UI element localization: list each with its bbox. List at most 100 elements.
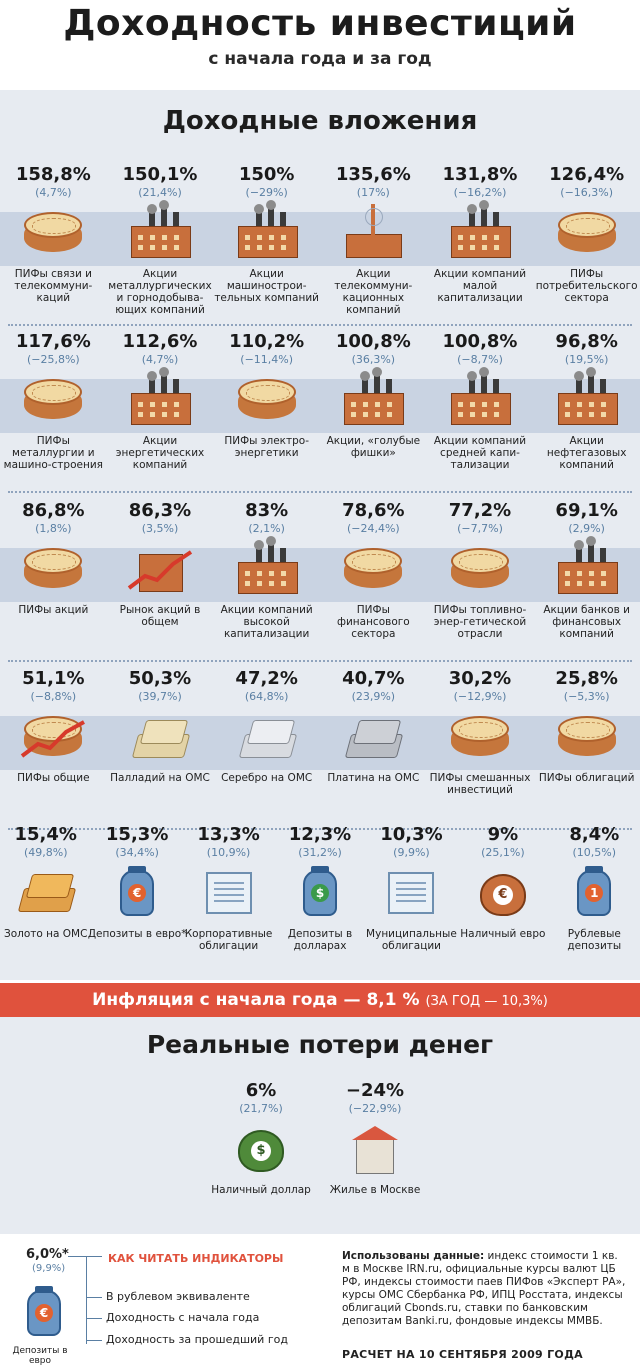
page-title: Доходность инвестиций bbox=[63, 3, 577, 44]
investment-item: 40,7% (23,9%) Платина на ОМС bbox=[320, 668, 426, 784]
sources-note: Использованы данные: индекс стоимости 1 … bbox=[342, 1250, 628, 1328]
investment-label: Акции металлургических и горнодобыва-ющи… bbox=[108, 268, 212, 316]
investment-label: Акции компаний малой капитализации bbox=[433, 268, 527, 304]
investment-label: Наличный евро bbox=[460, 928, 546, 940]
palladium-bars-icon bbox=[125, 708, 195, 766]
legend-jar-icon: € bbox=[24, 1282, 64, 1340]
legend-item-rub: В рублевом эквиваленте bbox=[106, 1290, 250, 1303]
pie-icon bbox=[18, 371, 88, 429]
investment-item: 100,8% (36,3%) Акции, «голубые фишки» bbox=[320, 331, 426, 459]
inflation-banner: Инфляция с начала года — 8,1 % (ЗА ГОД —… bbox=[0, 983, 640, 1017]
year-return: (−16,2%) bbox=[453, 186, 507, 199]
investment-label: Акции банков и финансовых компаний bbox=[543, 604, 630, 640]
ytd-return: 8,4% bbox=[569, 824, 620, 845]
investment-item: 112,6% (4,7%) Акции энергетических компани… bbox=[107, 331, 213, 471]
ytd-return: 100,8% bbox=[442, 331, 518, 352]
losses-title: Реальные потери денег bbox=[146, 1030, 494, 1059]
factory-icon bbox=[552, 367, 622, 429]
investment-item: 150,1% (21,4%) Акции металлургических и го… bbox=[107, 164, 213, 316]
legend-title: КАК ЧИТАТЬ ИНДИКАТОРЫ bbox=[108, 1252, 284, 1265]
year-return: (21,4%) bbox=[138, 186, 182, 199]
investment-label: Рынок акций в общем bbox=[119, 604, 201, 628]
ytd-return: 86,3% bbox=[128, 500, 192, 521]
footer bbox=[0, 1234, 640, 1366]
ytd-return: 158,8% bbox=[15, 164, 91, 185]
investment-item: 13,3% (10,9%) Корпоративные облигации bbox=[176, 824, 282, 952]
investment-label: ПИФы акций bbox=[18, 604, 89, 616]
income-row: 86,8% (1,8%) ПИФы акций 86,3% (3,5%) Рынок ак… bbox=[0, 500, 640, 665]
investment-label: ПИФы облигаций bbox=[538, 772, 635, 784]
year-return: (−12,9%) bbox=[453, 690, 507, 703]
investment-item: 30,2% (−12,9%) ПИФы смешанных инвестиций bbox=[427, 668, 533, 796]
income-row: 51,1% (−8,8%) ПИФы общие 50,3% (39,7%) Паллад… bbox=[0, 668, 640, 833]
investment-label: Платина на ОМС bbox=[327, 772, 420, 784]
row-stripe bbox=[0, 548, 640, 602]
pie-icon bbox=[445, 540, 515, 598]
factory-icon bbox=[445, 367, 515, 429]
loss-item: −24% (−22,9%) Жилье в Москве bbox=[322, 1080, 428, 1196]
investment-label: Акции телекоммуни-кационных компаний bbox=[334, 268, 413, 316]
ytd-return: 30,2% bbox=[448, 668, 512, 689]
income-title: Доходные вложения bbox=[162, 106, 478, 136]
ytd-return: 78,6% bbox=[342, 500, 405, 521]
legend-item-ytd: Доходность с начала года bbox=[106, 1311, 260, 1324]
investment-label: Палладий на ОМС bbox=[110, 772, 210, 784]
ytd-return: 50,3% bbox=[128, 668, 192, 689]
ytd-return: 69,1% bbox=[555, 500, 618, 521]
legend-item-year: Доходность за прошедший год bbox=[106, 1333, 288, 1346]
investment-label: Золото на ОМС bbox=[3, 928, 88, 940]
investment-label: ПИФы электро-энергетики bbox=[224, 435, 309, 459]
gold-bars-icon bbox=[11, 864, 81, 922]
factory-icon bbox=[232, 536, 302, 598]
investment-item: 135,6% (17%) Акции телекоммуни-кационных к… bbox=[320, 164, 426, 316]
pie-icon bbox=[552, 708, 622, 766]
row-divider bbox=[8, 660, 632, 662]
ytd-return: 131,8% bbox=[442, 164, 518, 185]
year-return: (−16,3%) bbox=[560, 186, 614, 199]
income-row: 117,6% (−25,8%) ПИФы металлургии и машино-… bbox=[0, 331, 640, 496]
investment-item: 69,1% (2,9%) Акции банков и финансовых ком… bbox=[534, 500, 640, 640]
year-return: (4,7%) bbox=[35, 186, 72, 199]
ytd-return: 96,8% bbox=[555, 331, 618, 352]
investment-item: 15,3% (34,4%) € Депозиты в евро* bbox=[84, 824, 190, 940]
factory-icon bbox=[232, 200, 302, 262]
euro-jar-icon: € bbox=[102, 864, 172, 922]
investment-item: 110,2% (−11,4%) ПИФы электро-энергетики bbox=[214, 331, 320, 459]
legend-connector-v bbox=[86, 1256, 87, 1344]
row-divider bbox=[8, 828, 632, 830]
investment-item: 12,3% (31,2%) $ Депозиты в долларах bbox=[267, 824, 373, 952]
ytd-return: 10,3% bbox=[380, 824, 443, 845]
investment-label: ПИФы топливно-энер-гетической отрасли bbox=[433, 604, 527, 640]
pie-icon bbox=[232, 371, 302, 429]
sources-text: индекс стоимости 1 кв. м в Москве IRN.ru… bbox=[342, 1250, 626, 1327]
row-stripe bbox=[0, 716, 640, 770]
header: Доходность инвестиций с начала года и за… bbox=[0, 0, 640, 90]
investment-item: 131,8% (−16,2%) Акции компаний малой капит… bbox=[427, 164, 533, 304]
investment-item: 100,8% (−8,7%) Акции компаний средней капи… bbox=[427, 331, 533, 471]
pie-icon bbox=[18, 540, 88, 598]
ytd-return: 25,8% bbox=[555, 668, 618, 689]
investment-item: 78,6% (−24,4%) ПИФы финансового сектора bbox=[320, 500, 426, 640]
ytd-return: 150% bbox=[238, 164, 295, 185]
investment-label: Серебро на ОМС bbox=[221, 772, 313, 784]
dollar-jar-icon: $ bbox=[285, 864, 355, 922]
ytd-return: −24% bbox=[345, 1080, 405, 1101]
investment-item: 47,2% (64,8%) Серебро на ОМС bbox=[214, 668, 320, 784]
investment-item: 51,1% (−8,8%) ПИФы общие bbox=[0, 668, 106, 784]
year-return: (10,9%) bbox=[206, 846, 251, 859]
ytd-return: 150,1% bbox=[122, 164, 198, 185]
investment-label: Акции нефтегазовых компаний bbox=[546, 435, 627, 471]
legend-connector bbox=[68, 1256, 102, 1257]
ytd-return: 112,6% bbox=[122, 331, 198, 352]
year-return: (−8,7%) bbox=[457, 353, 503, 366]
year-return: (−25,8%) bbox=[26, 353, 80, 366]
year-return: (34,4%) bbox=[115, 846, 159, 859]
losses-band bbox=[0, 1017, 640, 1234]
row-stripe bbox=[0, 212, 640, 266]
factory-icon bbox=[125, 200, 195, 262]
investment-item: 77,2% (−7,7%) ПИФы топливно-энер-гетическо… bbox=[427, 500, 533, 640]
euro-bag-icon: € bbox=[468, 864, 538, 922]
year-return: (−7,7%) bbox=[457, 522, 503, 535]
legend-example-pct: 6,0%* bbox=[26, 1247, 69, 1262]
ytd-return: 51,1% bbox=[22, 668, 85, 689]
